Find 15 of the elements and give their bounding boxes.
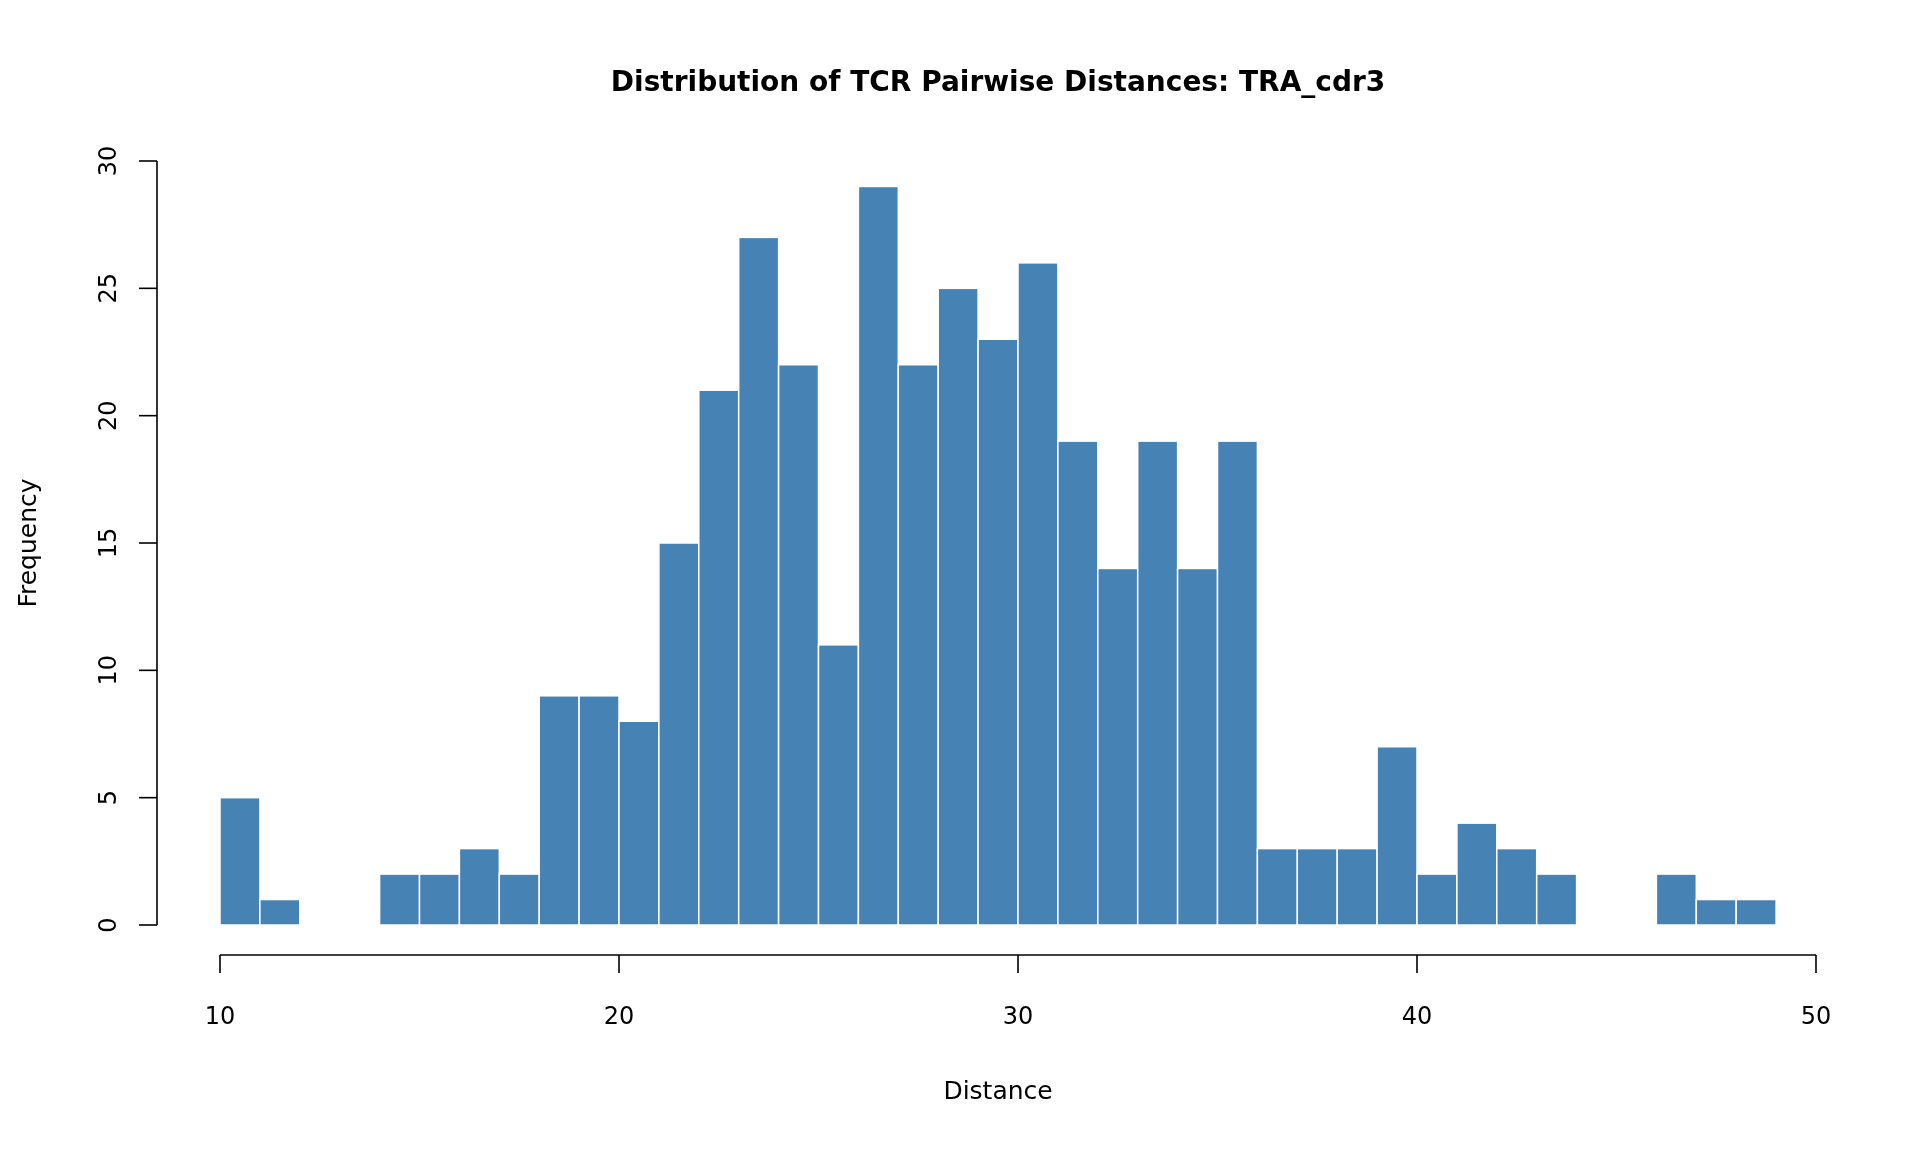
y-tick-label: 5 — [94, 790, 122, 806]
y-tick-label: 25 — [94, 273, 122, 304]
x-tick-label: 30 — [1002, 1002, 1034, 1030]
x-axis-title: Distance — [943, 1075, 1053, 1105]
y-tick-label: 0 — [94, 917, 122, 933]
x-tick-label: 50 — [1800, 1002, 1832, 1030]
x-tick-label: 10 — [204, 1002, 236, 1030]
x-tick-label: 40 — [1401, 1002, 1433, 1030]
y-tick-label: 30 — [94, 145, 122, 177]
x-tick-label: 20 — [603, 1002, 635, 1030]
y-tick-label: 15 — [94, 527, 122, 559]
y-tick-label: 20 — [94, 400, 122, 431]
y-tick-label: 10 — [94, 655, 122, 686]
chart-title: Distribution of TCR Pairwise Distances: TRA_cdr3 — [610, 64, 1386, 98]
y-axis-title: Frequency — [12, 478, 42, 608]
